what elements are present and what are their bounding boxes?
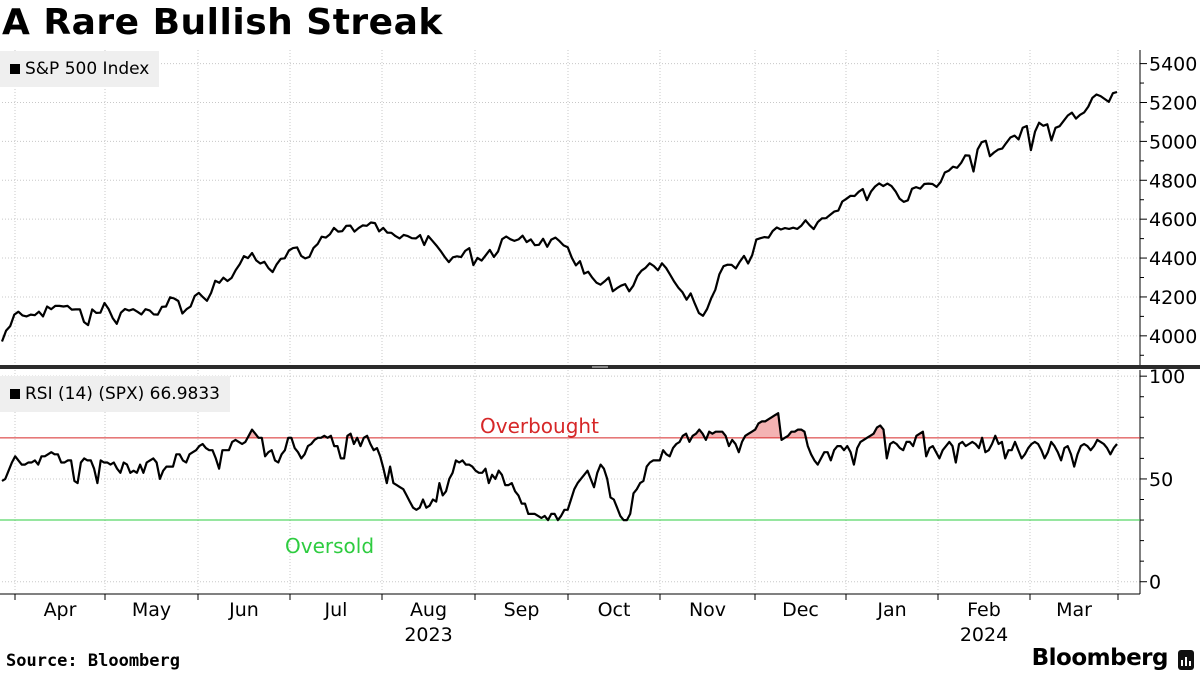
- sp500-line: [0, 90, 1118, 342]
- x-month-label: Sep: [504, 599, 540, 621]
- rsi-y-tick-label: 0: [1149, 572, 1161, 594]
- x-year-label: 2024: [960, 624, 1008, 646]
- rsi-line: [1, 412, 1118, 522]
- rsi-legend-label: RSI (14) (SPX) 66.9833: [25, 384, 220, 404]
- sp500-y-tick-label: 5400: [1149, 54, 1197, 76]
- bloomberg-logo: Bloomberg: [1031, 645, 1169, 671]
- sp500-y-tick-label: 4000: [1149, 326, 1197, 348]
- x-month-label: Mar: [1056, 599, 1092, 621]
- x-month-label: Jun: [228, 599, 259, 621]
- x-month-label: Dec: [782, 599, 819, 621]
- sp500-y-tick-label: 4200: [1149, 287, 1197, 309]
- x-month-label: Feb: [967, 599, 1001, 621]
- sp500-legend-swatch: [10, 64, 20, 74]
- source-note: Source: Bloomberg: [6, 651, 180, 671]
- bloomberg-terminal-icon: [1178, 650, 1194, 670]
- overbought-label: Overbought: [480, 414, 599, 438]
- overbought-fill: [245, 413, 999, 438]
- rsi-legend: RSI (14) (SPX) 66.9833: [0, 376, 230, 412]
- x-month-label: Nov: [689, 599, 726, 621]
- sp500-legend-label: S&P 500 Index: [25, 59, 150, 79]
- sp500-y-tick-label: 5000: [1149, 131, 1197, 153]
- rsi-y-tick-label: 100: [1149, 366, 1185, 388]
- chart-title: A Rare Bullish Streak: [2, 2, 443, 43]
- rsi-legend-swatch: [10, 389, 20, 399]
- x-month-label: Apr: [44, 599, 77, 621]
- x-month-label: Oct: [598, 599, 631, 621]
- oversold-label: Oversold: [285, 534, 374, 558]
- panel-separator-grip: [592, 366, 608, 368]
- sp500-legend: S&P 500 Index: [0, 51, 160, 87]
- x-month-label: Jan: [876, 599, 906, 621]
- sp500-y-tick-label: 5200: [1149, 93, 1197, 115]
- x-year-label: 2023: [404, 624, 452, 646]
- sp500-y-tick-label: 4400: [1149, 248, 1197, 270]
- x-month-label: Aug: [410, 599, 447, 621]
- rsi-y-tick-label: 50: [1149, 469, 1173, 491]
- sp500-y-tick-label: 4600: [1149, 209, 1197, 231]
- x-month-label: Jul: [324, 599, 348, 621]
- x-month-label: May: [132, 599, 171, 621]
- sp500-y-tick-label: 4800: [1149, 170, 1197, 192]
